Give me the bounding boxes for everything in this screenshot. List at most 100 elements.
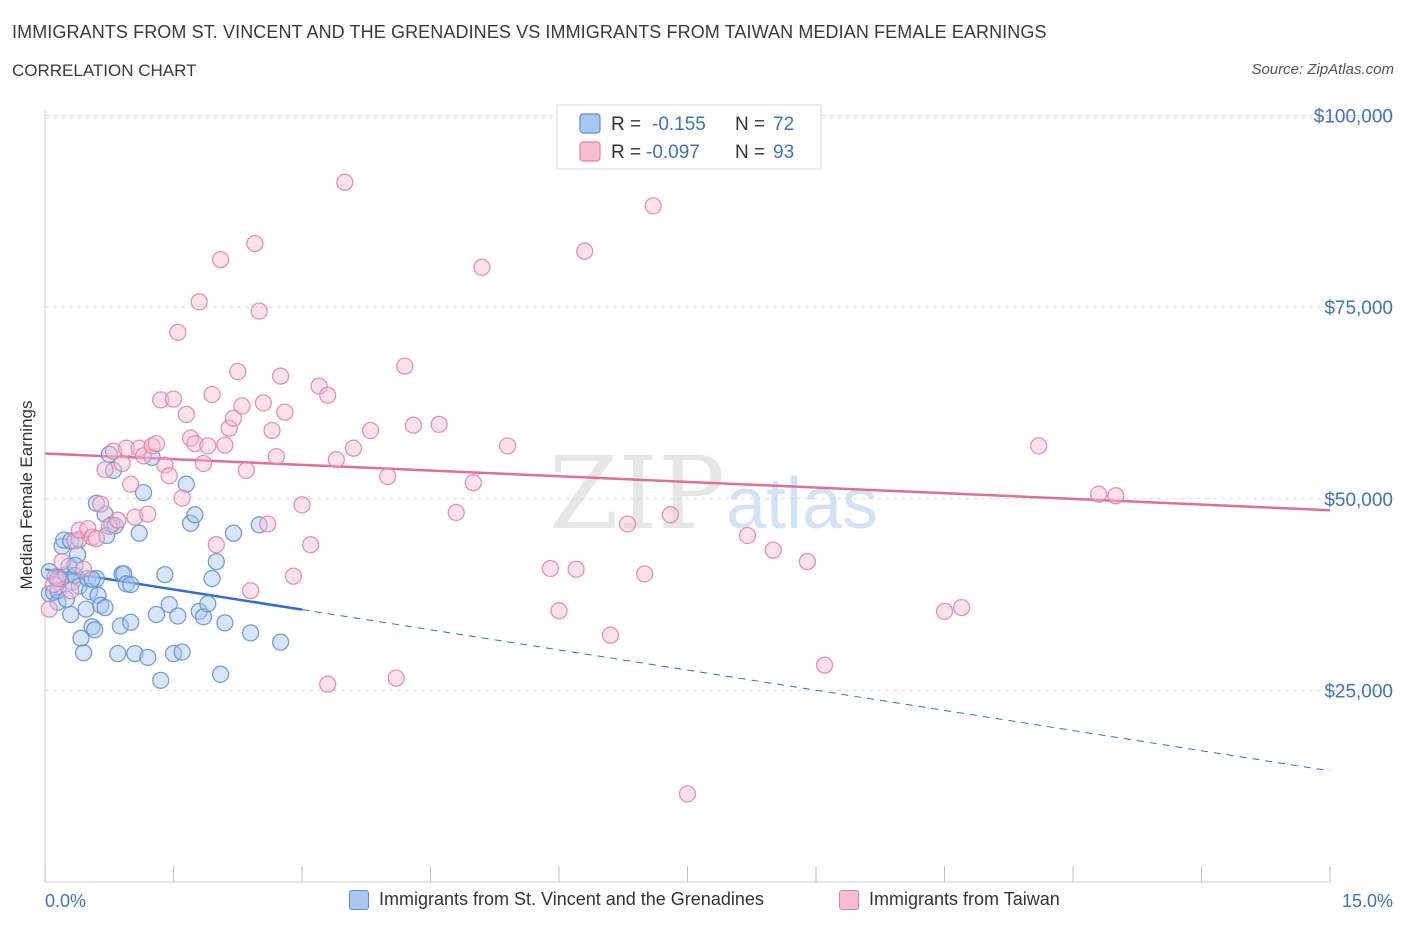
point-taiwan	[109, 511, 127, 529]
point-taiwan	[117, 439, 136, 457]
point-st-vincent	[62, 605, 80, 624]
legend-frame	[556, 104, 822, 170]
point-taiwan	[541, 559, 560, 578]
point-taiwan	[263, 421, 281, 440]
y-tick-label: $25,000	[1324, 681, 1393, 702]
point-st-vincent	[96, 598, 114, 617]
watermark-zip: ZIP	[549, 435, 725, 552]
point-st-vincent	[169, 607, 187, 625]
point-st-vincent	[160, 595, 178, 614]
legend-swatch-st-vincent	[349, 889, 369, 910]
legend-label-st-vincent: Immigrants from St. Vincent and the Gren…	[379, 889, 764, 909]
point-taiwan	[327, 451, 345, 469]
data-points	[40, 173, 1125, 803]
x-axis-min-label: 0.0%	[45, 891, 87, 911]
legend-n-value-pink: 93	[773, 142, 794, 163]
point-taiwan	[169, 323, 187, 342]
point-taiwan	[113, 454, 131, 473]
chart-title: IMMIGRANTS FROM ST. VINCENT AND THE GREN…	[12, 22, 1047, 42]
legend-n-label-pink: N =	[735, 142, 765, 163]
point-st-vincent	[186, 506, 204, 524]
point-st-vincent	[211, 665, 230, 683]
point-st-vincent	[271, 633, 290, 651]
bottom-legend: Immigrants from St. Vincent and the Gren…	[0, 889, 1406, 915]
legend-n-value-blue: 72	[773, 114, 794, 135]
point-taiwan	[96, 460, 114, 479]
point-taiwan	[344, 439, 363, 457]
trend-line-taiwan	[44, 452, 1331, 512]
point-taiwan	[224, 409, 243, 427]
point-taiwan	[319, 675, 337, 693]
point-taiwan	[126, 508, 144, 526]
point-st-vincent	[86, 621, 104, 639]
point-st-vincent	[216, 614, 234, 632]
point-st-vincent	[207, 552, 225, 571]
x-axis-max-label: 15.0%	[1341, 891, 1393, 911]
y-tick-labels: $25,000 $50,000 $75,000 $100,000	[1314, 107, 1393, 703]
point-st-vincent	[130, 524, 148, 542]
point-taiwan	[207, 536, 225, 554]
point-taiwan	[271, 367, 290, 385]
point-taiwan	[293, 496, 311, 514]
point-taiwan	[199, 437, 217, 455]
watermark-atlas: atlas	[726, 464, 878, 544]
point-st-vincent	[173, 643, 191, 661]
point-taiwan	[194, 454, 213, 473]
point-st-vincent	[177, 475, 195, 493]
point-taiwan	[92, 495, 110, 513]
point-taiwan	[152, 391, 170, 409]
y-tick-label: $100,000	[1314, 107, 1393, 128]
point-taiwan	[100, 517, 118, 535]
point-st-vincent	[40, 562, 58, 581]
point-st-vincent	[109, 644, 127, 663]
point-taiwan	[49, 569, 67, 588]
point-taiwan	[430, 415, 448, 434]
point-st-vincent	[111, 617, 130, 635]
point-taiwan	[301, 536, 320, 554]
legend: R = -0.155 N = 72 R = -0.097 N = 93	[556, 104, 822, 170]
point-taiwan	[473, 258, 491, 276]
point-taiwan	[241, 582, 260, 600]
legend-r-value-blue: -0.155	[652, 114, 706, 135]
source-credit: Source: ZipAtlas.com	[1251, 61, 1394, 78]
point-taiwan	[379, 467, 397, 486]
point-st-vincent	[72, 629, 90, 647]
point-taiwan	[935, 602, 954, 621]
point-taiwan	[66, 532, 84, 550]
point-taiwan	[550, 602, 568, 620]
point-taiwan	[952, 598, 971, 617]
point-taiwan	[576, 242, 594, 260]
point-taiwan	[186, 434, 204, 453]
point-st-vincent	[57, 590, 76, 608]
point-st-vincent	[203, 569, 221, 588]
point-st-vincent	[181, 514, 200, 532]
point-taiwan	[156, 456, 174, 474]
point-taiwan	[74, 560, 93, 578]
point-st-vincent	[224, 524, 243, 542]
point-taiwan	[764, 541, 782, 559]
point-taiwan	[177, 405, 195, 424]
point-taiwan	[644, 197, 662, 215]
point-taiwan	[250, 302, 268, 320]
y-tick-label: $50,000	[1324, 490, 1393, 511]
legend-swatch-pink	[579, 141, 601, 162]
point-st-vincent	[134, 483, 153, 502]
point-st-vincent	[194, 608, 213, 626]
point-taiwan	[259, 515, 277, 533]
point-taiwan	[336, 173, 354, 191]
point-st-vincent	[147, 605, 166, 624]
point-taiwan	[254, 394, 273, 412]
point-st-vincent	[83, 618, 101, 636]
point-taiwan	[233, 397, 251, 415]
point-taiwan	[636, 565, 654, 583]
point-taiwan	[798, 552, 817, 571]
trend-line-st-vincent-dashed	[301, 609, 1331, 772]
point-st-vincent	[152, 671, 170, 690]
point-taiwan	[1030, 437, 1048, 455]
point-taiwan	[104, 442, 123, 460]
point-taiwan	[147, 434, 166, 453]
point-taiwan	[203, 385, 221, 404]
point-taiwan	[678, 785, 697, 803]
legend-r-label-pink: R =	[611, 142, 641, 163]
point-taiwan	[387, 669, 405, 687]
